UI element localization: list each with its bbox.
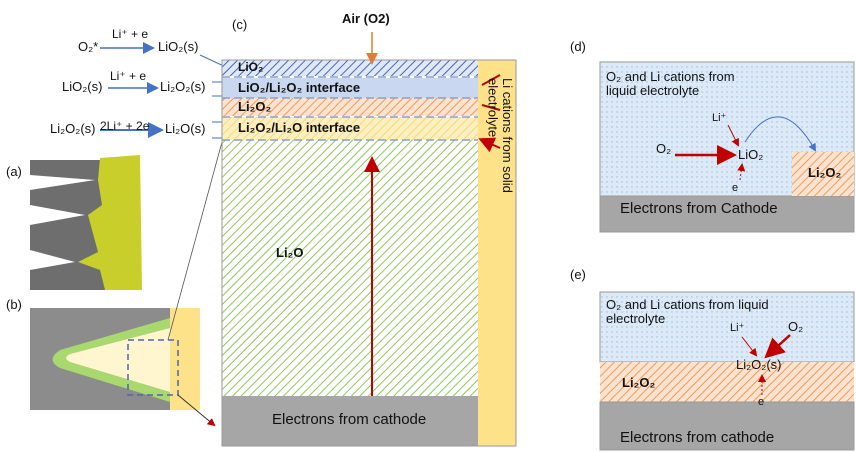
cathode-block	[222, 396, 478, 446]
layer-label: Li₂O₂	[238, 99, 272, 114]
reactant: O₂*	[78, 39, 99, 54]
electrolyte-region	[599, 291, 855, 363]
electrolyte-section	[170, 308, 200, 410]
side-label: Li cations from solid electrolyte	[485, 78, 515, 193]
li2o2-layer	[600, 362, 854, 402]
species: Li₂O₂(s)	[736, 357, 782, 372]
species: O₂	[788, 319, 804, 334]
li2o-region	[222, 140, 478, 396]
conditions: Li⁺ + e	[110, 69, 147, 83]
species: LiO₂	[738, 147, 764, 162]
li2o2-layer	[222, 98, 478, 116]
cathode-block	[599, 401, 855, 451]
product: LiO₂(s)	[158, 39, 199, 54]
layer-label: Li₂O₂	[622, 375, 656, 390]
zoom-line	[177, 394, 216, 427]
cation-arrow	[482, 74, 501, 148]
species: O₂	[656, 141, 672, 156]
species: Li⁺	[712, 112, 727, 124]
o2-arrow	[764, 334, 791, 359]
species: e	[758, 396, 765, 408]
li-arrow	[741, 336, 758, 357]
zoom-line	[167, 141, 223, 341]
layer-label: Li₂O₂/Li₂O interface	[238, 120, 361, 135]
lio2-layer	[222, 60, 478, 76]
cathode-label: Electrons from Cathode	[620, 200, 778, 217]
deposit-label: Li₂O₂	[808, 165, 842, 180]
layer-label: LiO₂	[238, 60, 264, 74]
solid-electrolyte	[478, 60, 516, 446]
layer-label: LiO₂/Li₂O₂ interface	[238, 80, 361, 95]
pore-shape	[52, 318, 170, 402]
product: Li₂O₂(s)	[160, 79, 206, 94]
panel-label: (b)	[6, 297, 22, 312]
pore-interior	[66, 328, 170, 392]
species: Li⁺	[730, 322, 745, 334]
reactant: LiO₂(s)	[62, 79, 103, 94]
li2o2-deposit	[792, 152, 854, 196]
panel-label: (c)	[232, 17, 248, 32]
bulk-label: Li₂O	[276, 245, 304, 260]
panel-label: (a)	[6, 164, 22, 179]
cathode-label: Electrons from cathode	[620, 429, 775, 446]
panel-label: (d)	[570, 39, 586, 54]
cathode-block	[599, 195, 855, 233]
conditions: Li⁺ + e	[112, 27, 149, 41]
cathode-label: Electrons from cathode	[272, 411, 427, 428]
layer-boundary	[222, 76, 478, 141]
panel-label: (e)	[570, 267, 586, 282]
electrolyte-label: O₂ and Li cations from liquid electrolyt…	[606, 297, 769, 327]
interface-layer	[222, 78, 478, 98]
conditions: 2Li⁺ + 2e	[100, 119, 150, 133]
li-arrow	[727, 124, 739, 147]
interface-layer	[222, 117, 478, 140]
e-arrow	[737, 163, 746, 181]
product: Li₂O(s)	[165, 121, 206, 136]
species: e	[732, 182, 739, 194]
oxide-shape	[78, 155, 142, 290]
air-label: Air (O2)	[342, 11, 390, 26]
transfer-arrow	[744, 116, 816, 152]
electrolyte-label: O₂ and Li cations from liquid electrolyt…	[606, 69, 735, 99]
zoom-box	[127, 339, 179, 396]
reactant: Li₂O₂(s)	[50, 121, 96, 136]
